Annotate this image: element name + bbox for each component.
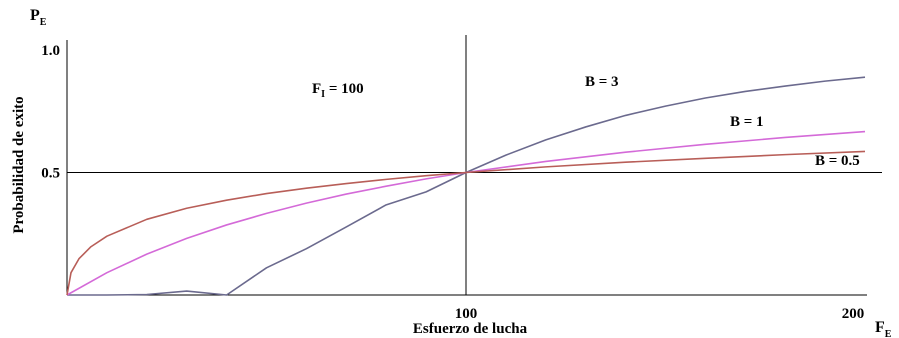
series-line-2: [66, 150, 866, 296]
x-axis-label: Esfuerzo de lucha: [413, 321, 528, 337]
annotation-fi: FI = 100: [312, 81, 364, 100]
y-axis-label: Probabilidad de exito: [11, 96, 27, 233]
y-axis-symbol: PE: [30, 7, 47, 28]
x-tick-label: 100: [455, 306, 478, 322]
series-label-b3: B = 3: [585, 74, 619, 90]
series-layer: [66, 76, 866, 296]
y-tick-label: 0.5: [41, 166, 60, 182]
y-tick-label: 1.0: [41, 43, 60, 59]
series-line-1: [66, 130, 866, 296]
series-label-b05: B = 0.5: [815, 153, 860, 169]
series-label-b1: B = 1: [730, 114, 764, 130]
x-tick-label: 200: [842, 306, 865, 322]
x-axis-symbol: FE: [875, 319, 892, 338]
